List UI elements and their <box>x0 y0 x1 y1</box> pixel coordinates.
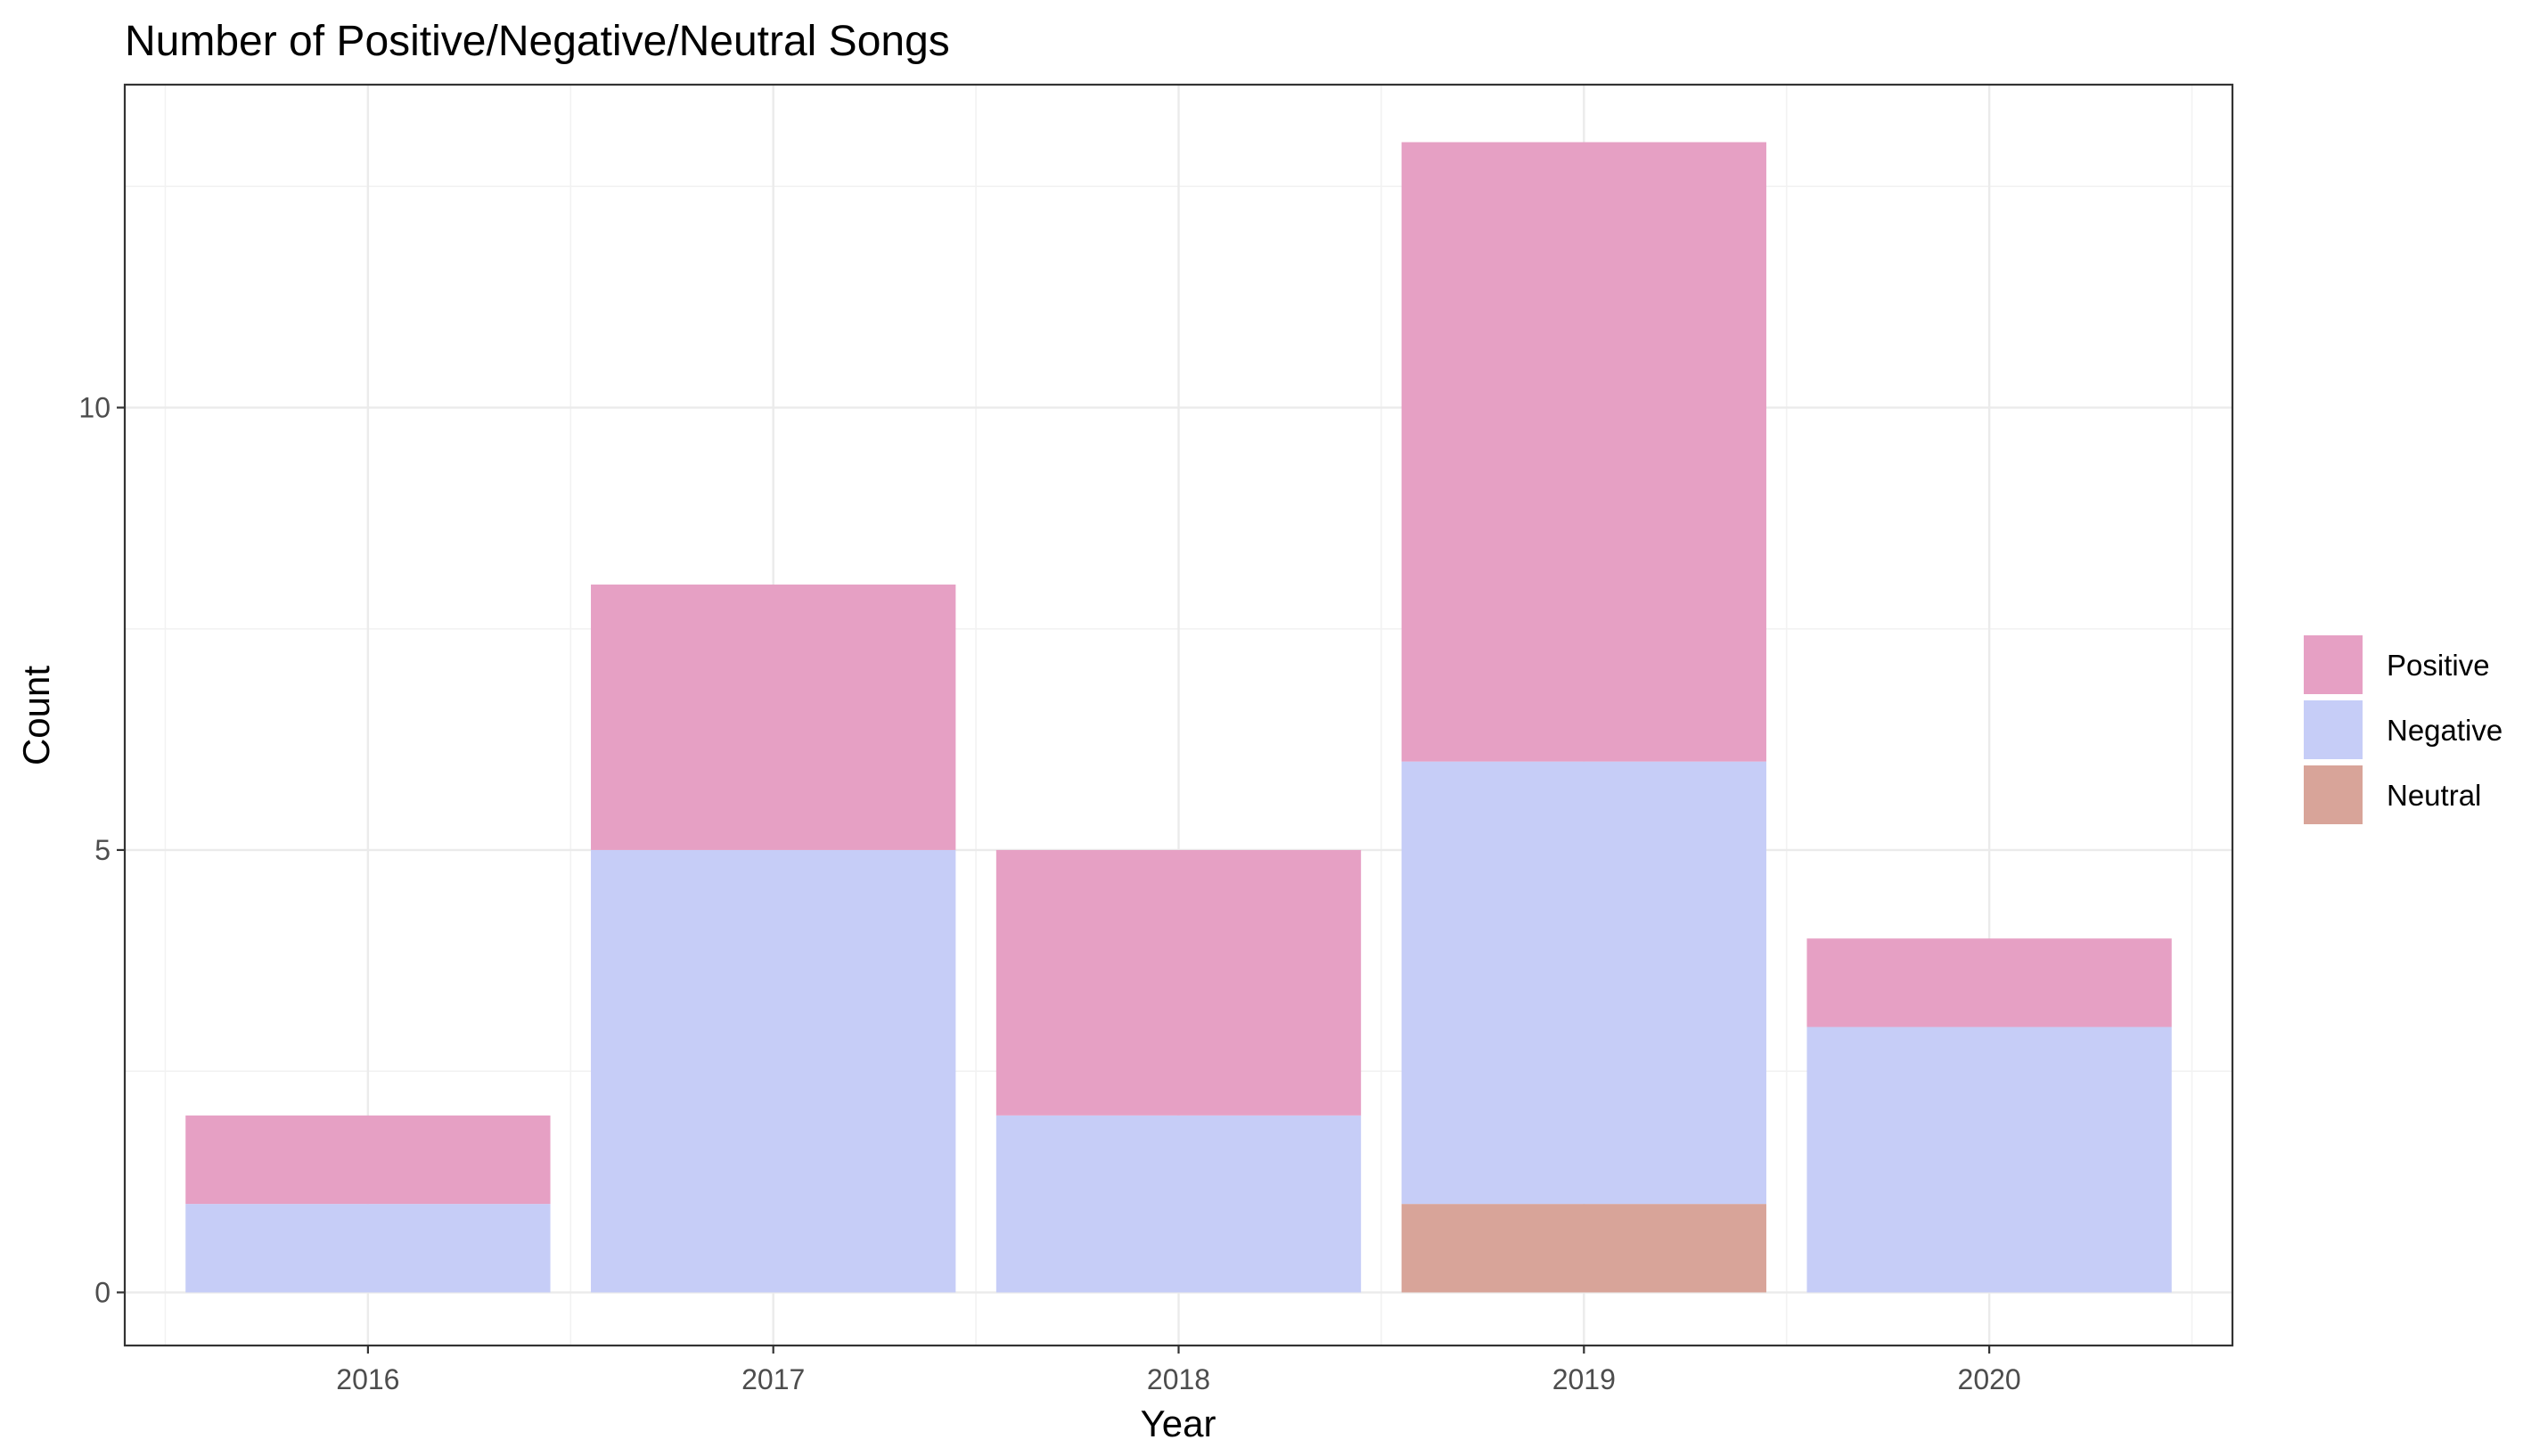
axis-ticks: 0 5 10 2016 2017 2018 2019 2020 <box>78 391 2020 1395</box>
bar-positive-2019 <box>1401 142 1766 762</box>
bar-negative-2018 <box>995 1115 1362 1293</box>
legend-key-neutral <box>2304 765 2363 824</box>
bar-negative-2017 <box>591 849 956 1293</box>
x-tick-label: 2018 <box>1147 1363 1210 1395</box>
y-tick-label: 10 <box>78 391 111 423</box>
x-tick-label: 2019 <box>1552 1363 1616 1395</box>
bar-positive-2017 <box>591 585 956 850</box>
bar-negative-2016 <box>185 1204 551 1293</box>
bar-negative-2019 <box>1401 761 1766 1205</box>
x-axis-title: Year <box>1141 1403 1216 1444</box>
x-tick-label: 2016 <box>336 1363 399 1395</box>
bar-positive-2018 <box>995 849 1362 1116</box>
legend-key-positive <box>2304 635 2363 694</box>
bar-negative-2020 <box>1806 1027 2172 1293</box>
x-tick-label: 2020 <box>1958 1363 2021 1395</box>
legend-key-negative <box>2304 700 2363 759</box>
bar-positive-2016 <box>185 1115 551 1205</box>
legend: Positive Negative Neutral <box>2304 635 2502 824</box>
y-axis-title: Count <box>15 666 57 765</box>
y-tick-label: 0 <box>94 1276 111 1308</box>
bar-neutral-2019 <box>1401 1204 1766 1293</box>
bars <box>185 142 2172 1293</box>
legend-label-neutral: Neutral <box>2387 779 2481 812</box>
legend-label-negative: Negative <box>2387 714 2502 747</box>
x-tick-label: 2017 <box>741 1363 805 1395</box>
y-tick-label: 5 <box>94 834 111 866</box>
legend-label-positive: Positive <box>2387 649 2490 682</box>
chart-title: Number of Positive/Negative/Neutral Song… <box>125 18 950 65</box>
bar-positive-2020 <box>1806 938 2172 1027</box>
